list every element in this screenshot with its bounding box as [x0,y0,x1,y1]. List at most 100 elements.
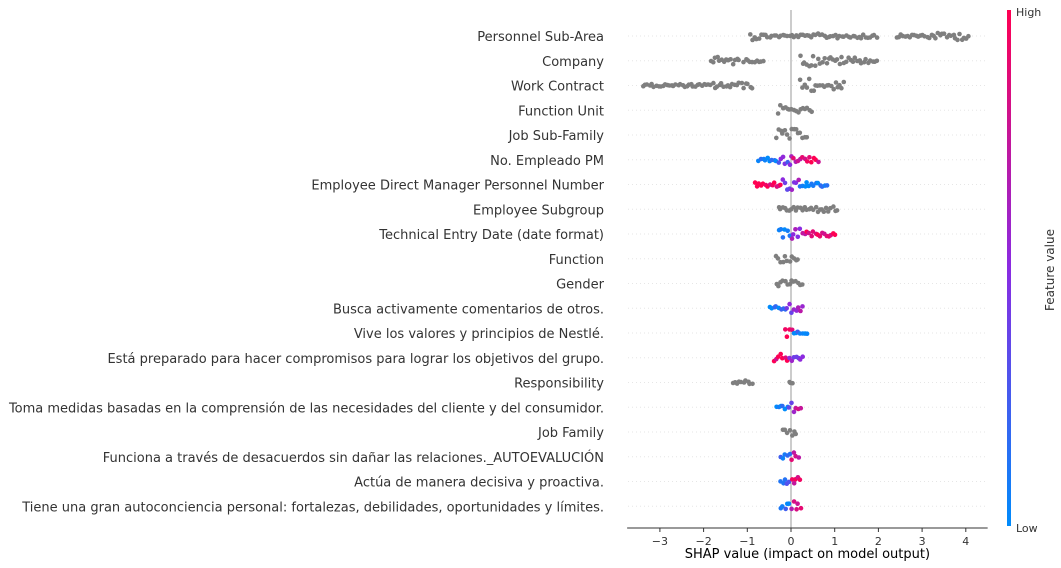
shap-point [749,86,755,91]
shap-point [811,88,817,93]
shap-points [641,30,971,512]
shap-point [810,53,816,59]
x-tick-label: 0 [788,535,795,548]
feature-label: Busca activamente comentarios de otros. [333,302,604,317]
shap-point [852,55,858,60]
shap-point [778,351,783,357]
shap-point [783,506,788,512]
shap-point [780,131,785,136]
shap-point [748,32,753,37]
shap-point [741,59,746,65]
shap-point [791,499,797,504]
shap-point [809,233,814,239]
feature-label: Function Unit [518,104,604,119]
shap-point [797,77,803,83]
shap-point [789,358,795,364]
shap-point [794,507,799,512]
shap-point [780,403,785,409]
shap-point [774,135,779,141]
shap-point [832,232,838,238]
shap-point [715,54,720,60]
shap-point [798,405,804,411]
shap-point [780,504,785,509]
shap-point [795,501,800,507]
shap-point [789,506,794,512]
shap-point [795,257,800,262]
shap-point [728,57,733,62]
shap-point [786,501,792,507]
feature-label: Work Contract [511,80,604,95]
shap-point [823,205,829,211]
x-tick-label: 3 [919,535,926,548]
shap-point [874,35,880,40]
shap-point [789,236,795,241]
shap-point [795,305,801,310]
shap-point [813,204,819,210]
shap-point [736,57,741,63]
shap-point [780,456,786,461]
x-tick-label: 2 [875,535,882,548]
shap-point [787,451,793,457]
shap-point [782,128,788,133]
shap-point [806,230,811,236]
shap-point [825,209,831,214]
shap-point [797,226,803,232]
shap-point [797,130,803,136]
shap-point [776,283,781,289]
shap-point [810,229,816,234]
shap-point [816,56,821,62]
shap-point [806,76,812,82]
shap-point [745,81,750,87]
shap-point [850,59,856,64]
shap-point [787,281,793,287]
shap-point [863,56,868,62]
x-tick-label: 1 [831,535,838,548]
shap-point [784,334,790,340]
colorbar-high-label: High [1016,6,1041,19]
shap-point [796,455,802,460]
feature-label: No. Empleado PM [490,154,604,169]
feature-label: Actúa de manera decisiva y proactiva. [354,476,604,491]
x-tick-label: 4 [962,535,969,548]
feature-label: Toma medidas basadas en la comprensión d… [8,401,604,416]
shap-point [791,481,797,486]
shap-point [783,278,788,284]
shap-point [809,63,814,68]
shap-point [804,159,810,164]
x-tick-label: −1 [739,535,755,548]
shap-point [804,85,810,90]
shap-point [790,232,796,237]
shap-point [833,80,839,85]
shap-point [786,405,792,410]
shap-point [858,35,864,41]
shap-point [718,81,724,86]
shap-point [784,132,790,137]
feature-label: Vive los valores y principios de Nestlé. [354,327,604,342]
feature-label: Job Family [537,426,604,441]
shap-point [783,327,788,332]
feature-label: Company [542,55,604,70]
shap-point [810,207,816,213]
shap-point [791,204,796,210]
shap-point [798,505,804,511]
shap-point [778,227,784,232]
shap-point [800,304,805,309]
shap-point [739,80,745,86]
shap-point [941,31,947,36]
shap-point [787,428,793,433]
shap-point [816,159,821,165]
shap-point [822,56,827,61]
shap-point [756,36,762,41]
shap-point [966,33,971,39]
shap-point [839,85,844,91]
shap-point [834,57,840,62]
shap-point [844,59,849,65]
shap-point [787,301,792,307]
shap-point [820,60,825,65]
shap-point [800,282,805,287]
shap-point [927,35,932,41]
shap-point [791,155,796,161]
shap-point [933,36,938,41]
shap-point [711,59,716,65]
